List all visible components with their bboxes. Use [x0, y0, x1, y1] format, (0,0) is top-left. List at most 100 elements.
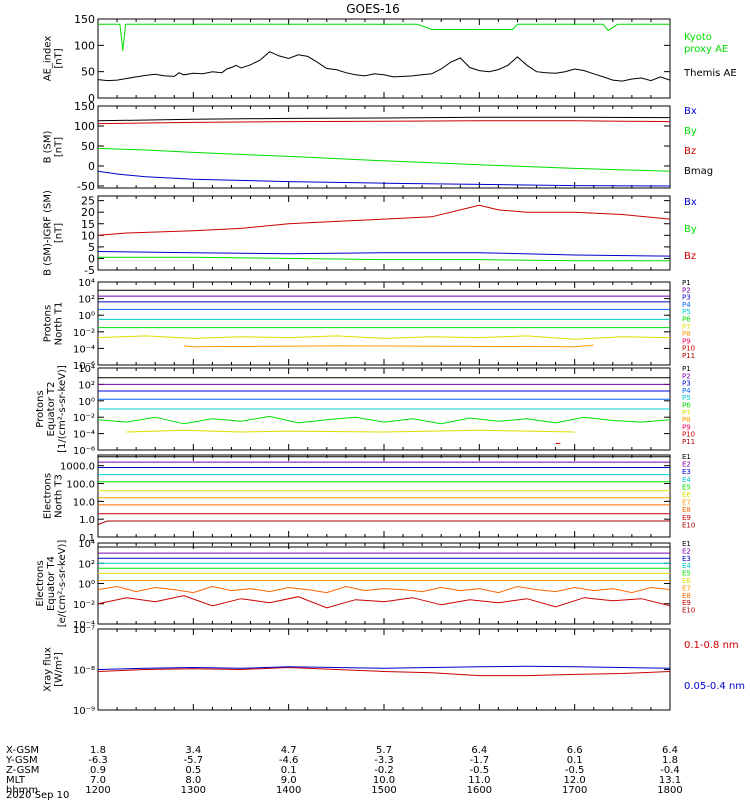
series-line-bx [98, 170, 670, 187]
date-label: 2020 Sep 10 [6, 790, 69, 800]
legend-entry: P10 [682, 431, 695, 439]
legend-entry: E10 [682, 607, 695, 615]
legend-entry: E3 [682, 555, 691, 563]
series-line-bmag [98, 116, 670, 122]
y-axis-label: Xray flux [43, 647, 54, 692]
x-row-value: -0.2 [374, 765, 394, 776]
y-axis-label: [W/m²] [54, 652, 65, 687]
x-row-value: -0.5 [565, 765, 585, 776]
legend-entry: E6 [682, 577, 691, 585]
legend-entry: P5 [682, 308, 691, 316]
y-tick-label: 10² [78, 295, 95, 306]
y-tick-label: 10⁻⁶ [73, 361, 95, 372]
x-row-value: -6.3 [88, 755, 108, 766]
x-row-value: 1800 [657, 785, 682, 796]
y-tick-label: 10⁰ [78, 397, 95, 408]
legend-entry: P1 [682, 279, 691, 287]
legend-entry: E7 [682, 499, 691, 507]
y-axis-label: [nT] [54, 223, 65, 243]
x-row-label: hhmm [6, 785, 38, 796]
legend-entry: E4 [682, 476, 691, 484]
legend-entry: P11 [682, 438, 695, 446]
y-tick-label: 10⁻⁴ [73, 430, 95, 441]
y-tick-label: 10⁰ [78, 580, 95, 591]
legend-entry: Bx [684, 106, 697, 117]
legend-entry: By [684, 224, 697, 235]
plot-frame [97, 195, 671, 271]
x-row-label: X-GSM [6, 745, 39, 756]
y-axis-label: Protons [43, 305, 54, 342]
series-line-kyoto-proxy-ae [98, 23, 670, 51]
y-axis-label: Electrons [43, 473, 54, 519]
y-tick-label: -5 [84, 264, 95, 277]
x-row-value: -0.4 [660, 765, 680, 776]
y-axis-label: B (SM) [43, 130, 54, 163]
legend-entry: E6 [682, 491, 691, 499]
series-line-e8 [98, 585, 670, 594]
x-row-value: 1700 [562, 785, 587, 796]
y-tick-label: 0 [88, 160, 95, 173]
y-axis-label: [nT] [54, 48, 65, 68]
plot-frame [97, 628, 671, 711]
legend-entry: E1 [682, 453, 691, 461]
legend-entry: Bmag [684, 166, 713, 177]
legend-entry: P8 [682, 330, 691, 338]
x-row-value: -5.7 [184, 755, 204, 766]
legend-entry: P4 [682, 301, 691, 309]
x-row-value: 0.5 [185, 765, 201, 776]
legend-entry: P7 [682, 323, 691, 331]
x-row-value: 8.0 [185, 775, 201, 786]
x-row-value: 6.4 [471, 745, 487, 756]
panel-e_equator: 10⁴ 10² 10⁰ 10⁻² 10⁻⁴ Electrons Equator T4 [e/(… [35, 539, 695, 631]
y-axis-label: AE_index [43, 36, 54, 82]
y-tick-label: 1.0 [79, 515, 95, 526]
legend-entry: P8 [682, 416, 691, 424]
y-tick-label: 15 [81, 218, 95, 231]
y-tick-label: 10⁻⁷ [73, 625, 95, 636]
series-line-0-05-0-4-nm [98, 665, 670, 670]
y-tick-label: -50 [77, 180, 95, 193]
legend-entry: E9 [682, 599, 691, 607]
x-row-value: 1500 [371, 785, 396, 796]
y-tick-label: 5 [88, 241, 95, 254]
legend-entry: 0.1-0.8 nm [684, 640, 739, 651]
x-row-label: Z-GSM [6, 765, 39, 776]
x-row-value: 5.7 [376, 745, 392, 756]
legend-entry: E10 [682, 521, 695, 529]
x-row-value: 1200 [85, 785, 110, 796]
series-line-themis-ae [98, 51, 670, 82]
legend-entry: P5 [682, 394, 691, 402]
y-tick-label: 10⁻⁸ [73, 666, 95, 677]
x-row-value: 1300 [181, 785, 206, 796]
x-row-value: 6.6 [567, 745, 583, 756]
x-row-value: 0.9 [90, 765, 106, 776]
y-tick-label: 10⁻⁶ [73, 446, 95, 457]
y-tick-label: 10⁻⁴ [73, 344, 95, 355]
legend-entry: P3 [682, 380, 691, 388]
panel-ae: 0 50 100 150 AE_index [nT] Kyoto proxy AE Themis… [43, 13, 737, 105]
legend-entry: E7 [682, 584, 691, 592]
legend-entry: P11 [682, 352, 695, 360]
x-row-value: 0.1 [281, 765, 297, 776]
x-row-value: 6.4 [662, 745, 678, 756]
y-tick-label: 100 [74, 39, 95, 52]
y-tick-label: 10⁻⁴ [73, 620, 95, 631]
y-tick-label: 50 [81, 66, 95, 79]
legend-entry: By [684, 126, 697, 137]
y-axis-label: Equator T2 [46, 382, 57, 437]
x-row-value: 7.0 [90, 775, 106, 786]
y-tick-label: 10 [81, 229, 95, 242]
y-axis-label: North T3 [54, 474, 65, 518]
legend-entry: E8 [682, 506, 691, 514]
legend-entry: P9 [682, 423, 691, 431]
legend-entry: E9 [682, 514, 691, 522]
series-line-e9 [98, 595, 670, 609]
y-tick-label: 10² [78, 380, 95, 391]
panel-p_equator: 10⁴ 10² 10⁰ 10⁻² 10⁻⁴ 10⁻⁶ Protons Equator T2 [1… [35, 364, 695, 457]
legend-entry: E1 [682, 540, 691, 548]
legend-entry: P2 [682, 286, 691, 294]
x-row-value: 3.4 [185, 745, 201, 756]
